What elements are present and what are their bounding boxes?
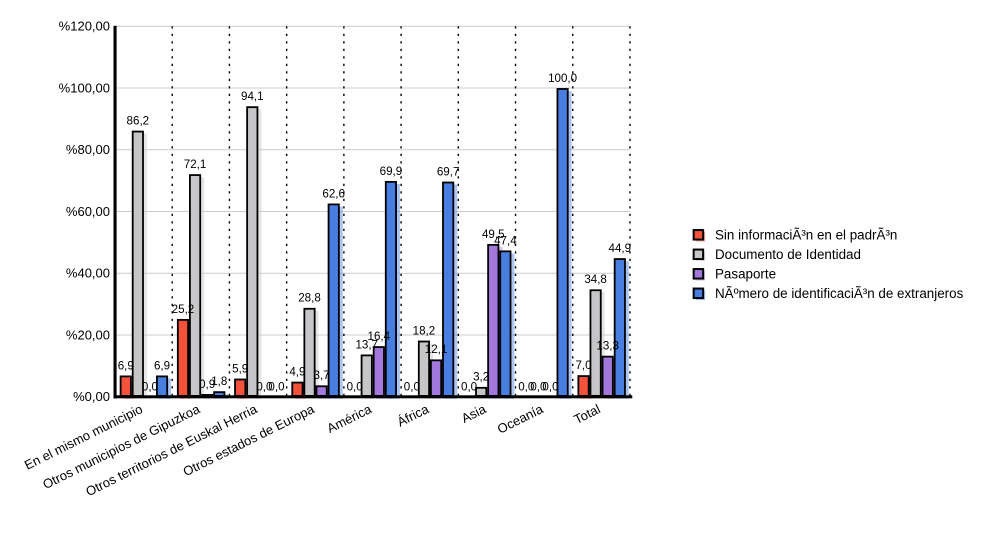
svg-text:62,6: 62,6 (322, 187, 345, 200)
svg-text:%100,00: %100,00 (59, 80, 110, 95)
svg-text:3,2: 3,2 (473, 371, 489, 384)
svg-text:13,3: 13,3 (596, 340, 619, 353)
svg-text:1,8: 1,8 (211, 375, 227, 388)
svg-text:0,0: 0,0 (542, 380, 558, 393)
svg-text:6,9: 6,9 (154, 359, 170, 372)
svg-text:0,0: 0,0 (404, 380, 420, 393)
svg-text:86,2: 86,2 (127, 114, 150, 127)
svg-text:44,9: 44,9 (609, 242, 632, 255)
svg-text:47,4: 47,4 (494, 234, 517, 247)
svg-text:18,2: 18,2 (413, 324, 436, 337)
svg-text:5,9: 5,9 (232, 362, 248, 375)
svg-text:%0,00: %0,00 (73, 389, 110, 404)
svg-text:34,8: 34,8 (584, 273, 607, 286)
svg-text:0,0: 0,0 (256, 380, 272, 393)
svg-text:0,9: 0,9 (199, 378, 215, 391)
svg-text:7,0: 7,0 (575, 359, 591, 372)
svg-text:Sin informaciÃ³n en el padrÃ³n: Sin informaciÃ³n en el padrÃ³n (715, 228, 897, 243)
svg-text:28,8: 28,8 (298, 292, 321, 305)
svg-text:Pasaporte: Pasaporte (715, 267, 776, 282)
svg-text:12,1: 12,1 (425, 343, 448, 356)
svg-text:49,5: 49,5 (482, 228, 505, 241)
svg-text:72,1: 72,1 (184, 158, 207, 171)
svg-text:69,9: 69,9 (380, 165, 403, 178)
svg-text:NÃºmero de identificaciÃ³n de: NÃºmero de identificaciÃ³n de extranjero… (715, 286, 964, 301)
svg-text:94,1: 94,1 (241, 90, 264, 103)
svg-text:13,7: 13,7 (355, 338, 378, 351)
svg-text:%60,00: %60,00 (66, 204, 110, 219)
svg-text:25,2: 25,2 (172, 303, 195, 316)
svg-text:100,0: 100,0 (548, 72, 577, 85)
svg-text:Documento de Identidad: Documento de Identidad (715, 247, 861, 262)
svg-text:69,7: 69,7 (437, 165, 460, 178)
svg-text:4,9: 4,9 (289, 365, 305, 378)
svg-text:%120,00: %120,00 (59, 19, 110, 34)
svg-text:0,0: 0,0 (461, 380, 477, 393)
svg-text:0,0: 0,0 (518, 380, 534, 393)
svg-text:0,0: 0,0 (347, 380, 363, 393)
svg-text:0,0: 0,0 (142, 380, 158, 393)
svg-text:6,9: 6,9 (118, 359, 134, 372)
svg-text:%40,00: %40,00 (66, 266, 110, 281)
svg-text:%20,00: %20,00 (66, 327, 110, 342)
svg-text:0,0: 0,0 (268, 380, 284, 393)
svg-text:%80,00: %80,00 (66, 142, 110, 157)
svg-text:3,7: 3,7 (314, 369, 330, 382)
svg-text:16,4: 16,4 (368, 330, 391, 343)
svg-text:0,0: 0,0 (530, 380, 546, 393)
